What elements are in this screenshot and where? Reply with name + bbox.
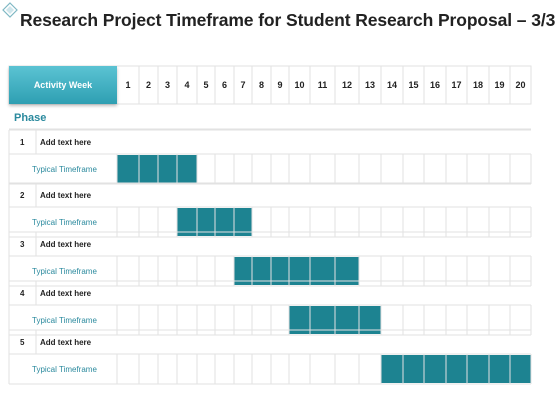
timeframe-bar-phase1-week4 [177, 155, 197, 183]
timeframe-bar-phase2-week5 [197, 208, 215, 236]
week-label-11: 11 [317, 80, 328, 90]
week-label-20: 20 [515, 80, 526, 90]
week-label-12: 12 [341, 80, 352, 90]
week-label-1: 1 [125, 80, 131, 90]
timeframe-bar-phase5-week18 [467, 355, 489, 383]
timeframe-bar-phase4-week10 [289, 306, 310, 334]
phase-timeframe-label: Typical Timeframe [32, 365, 97, 374]
timeframe-bar-phase5-week15 [403, 355, 424, 383]
timeframe-bar-phase5-week16 [424, 355, 446, 383]
phase-number: 4 [20, 289, 25, 298]
phase-task-text: Add text here [40, 191, 92, 200]
timeframe-bar-phase5-week19 [489, 355, 510, 383]
week-label-13: 13 [364, 80, 375, 90]
week-label-8: 8 [258, 80, 264, 90]
week-label-4: 4 [184, 80, 190, 90]
timeframe-bar-phase3-week10 [289, 257, 310, 285]
timeframe-bar-phase1-week3 [158, 155, 177, 183]
timeframe-bar-phase3-week8 [252, 257, 271, 285]
week-label-6: 6 [221, 80, 227, 90]
timeframe-bar-phase3-week11 [310, 257, 335, 285]
phase-number: 1 [20, 138, 25, 147]
phase-number: 2 [20, 191, 25, 200]
phase-task-text: Add text here [40, 138, 92, 147]
phase-task-text: Add text here [40, 289, 92, 298]
phase-label: Phase [14, 112, 47, 124]
timeframe-bar-phase2-week7 [234, 208, 252, 236]
week-label-10: 10 [294, 80, 305, 90]
timeframe-bar-phase3-week12 [335, 257, 359, 285]
phase-timeframe-label: Typical Timeframe [32, 218, 97, 227]
phase-timeframe-label: Typical Timeframe [32, 165, 97, 174]
timeframe-bar-phase3-week9 [271, 257, 289, 285]
page-title: Research Project Timeframe for Student R… [20, 10, 556, 30]
timeframe-bar-phase5-week17 [446, 355, 467, 383]
week-label-5: 5 [203, 80, 209, 90]
phase-number: 3 [20, 240, 25, 249]
week-label-18: 18 [472, 80, 483, 90]
week-label-14: 14 [386, 80, 397, 90]
week-label-19: 19 [494, 80, 505, 90]
week-label-3: 3 [164, 80, 170, 90]
timeframe-bar-phase2-week6 [215, 208, 234, 236]
logo-icon [2, 2, 18, 18]
phase-task-text: Add text here [40, 240, 92, 249]
timeframe-bar-phase1-week2 [139, 155, 158, 183]
timeframe-bar-phase4-week12 [335, 306, 359, 334]
phase-task-text: Add text here [40, 338, 92, 347]
week-label-16: 16 [429, 80, 440, 90]
phase-timeframe-label: Typical Timeframe [32, 267, 97, 276]
week-label-15: 15 [408, 80, 419, 90]
timeframe-bar-phase5-week20 [510, 355, 531, 383]
week-label-7: 7 [240, 80, 246, 90]
week-label-17: 17 [451, 80, 462, 90]
week-label-9: 9 [277, 80, 283, 90]
week-label-2: 2 [145, 80, 151, 90]
activity-week-header: Activity Week [9, 66, 117, 104]
timeframe-bar-phase2-week4 [177, 208, 197, 236]
phase-number: 5 [20, 338, 25, 347]
timeframe-bar-phase4-week11 [310, 306, 335, 334]
timeframe-bar-phase4-week13 [359, 306, 381, 334]
timeframe-bar-phase5-week14 [381, 355, 403, 383]
timeframe-bar-phase1-week1 [117, 155, 139, 183]
timeframe-bar-phase3-week7 [234, 257, 252, 285]
phase-timeframe-label: Typical Timeframe [32, 316, 97, 325]
